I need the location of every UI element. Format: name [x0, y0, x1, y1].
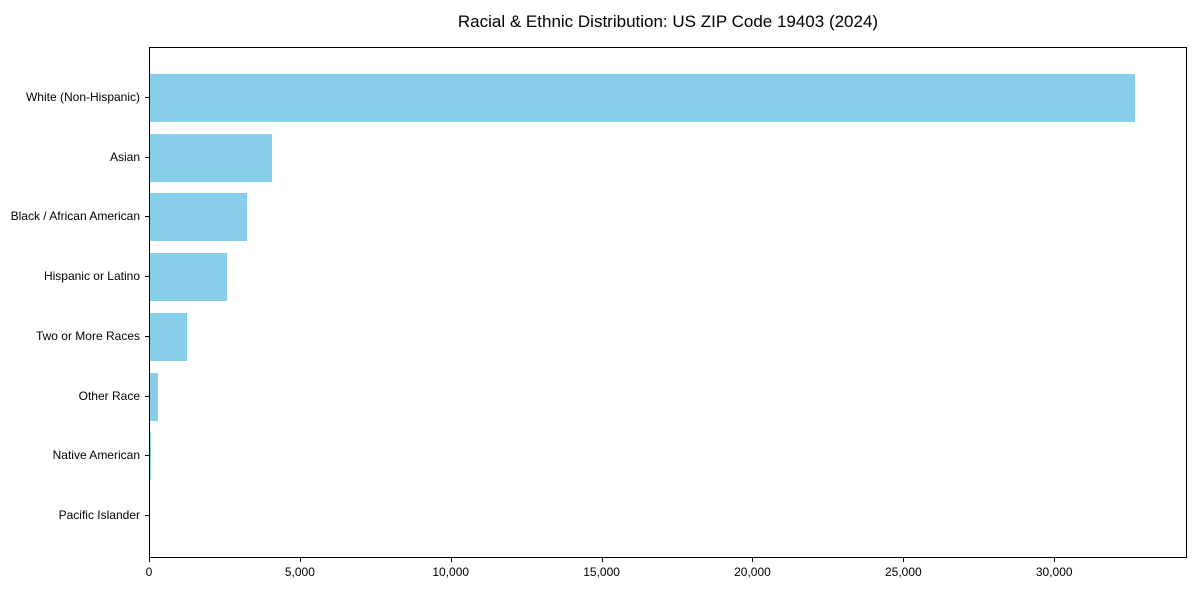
x-tick-label: 25,000: [885, 565, 922, 579]
y-tick-label: Black / African American: [10, 209, 140, 224]
plot-area: [149, 47, 1187, 558]
bar: [150, 193, 247, 242]
x-tick-mark: [903, 558, 905, 562]
y-tick-mark: [145, 335, 149, 337]
x-tick-mark: [149, 558, 150, 562]
x-tick-label: 15,000: [583, 565, 620, 579]
y-tick-label: Native American: [52, 448, 140, 463]
y-tick-label: Two or More Races: [35, 328, 140, 343]
x-tick-label: 20,000: [734, 565, 771, 579]
y-tick-mark: [145, 276, 149, 278]
y-tick-mark: [145, 97, 149, 98]
x-tick-mark: [450, 558, 452, 562]
x-tick-mark: [1054, 558, 1056, 562]
x-tick-label: 0: [145, 565, 153, 579]
x-tick-mark: [601, 558, 603, 562]
y-tick-mark: [145, 156, 149, 158]
y-tick-mark: [145, 216, 149, 218]
x-tick-mark: [299, 558, 301, 562]
bar: [150, 133, 272, 182]
bar: [150, 253, 227, 302]
y-tick-label: Hispanic or Latino: [43, 269, 140, 284]
y-tick-mark: [145, 395, 149, 397]
bar: [150, 372, 158, 421]
y-tick-mark: [145, 514, 149, 516]
bar: [150, 432, 151, 481]
x-tick-label: 30,000: [1035, 565, 1073, 579]
bar: [150, 74, 1135, 122]
x-tick-label: 10,000: [432, 565, 470, 579]
x-tick-label: 5,000: [284, 565, 315, 579]
y-tick-mark: [145, 455, 149, 457]
x-tick-mark: [752, 558, 754, 562]
y-tick-label: Other Race: [78, 388, 140, 403]
y-tick-label: Pacific Islander: [58, 507, 140, 522]
bar: [150, 312, 187, 361]
y-tick-label: Asian: [109, 149, 140, 164]
chart-title: Racial & Ethnic Distribution: US ZIP Cod…: [457, 12, 879, 31]
y-tick-label: White (Non-Hispanic): [25, 90, 140, 104]
